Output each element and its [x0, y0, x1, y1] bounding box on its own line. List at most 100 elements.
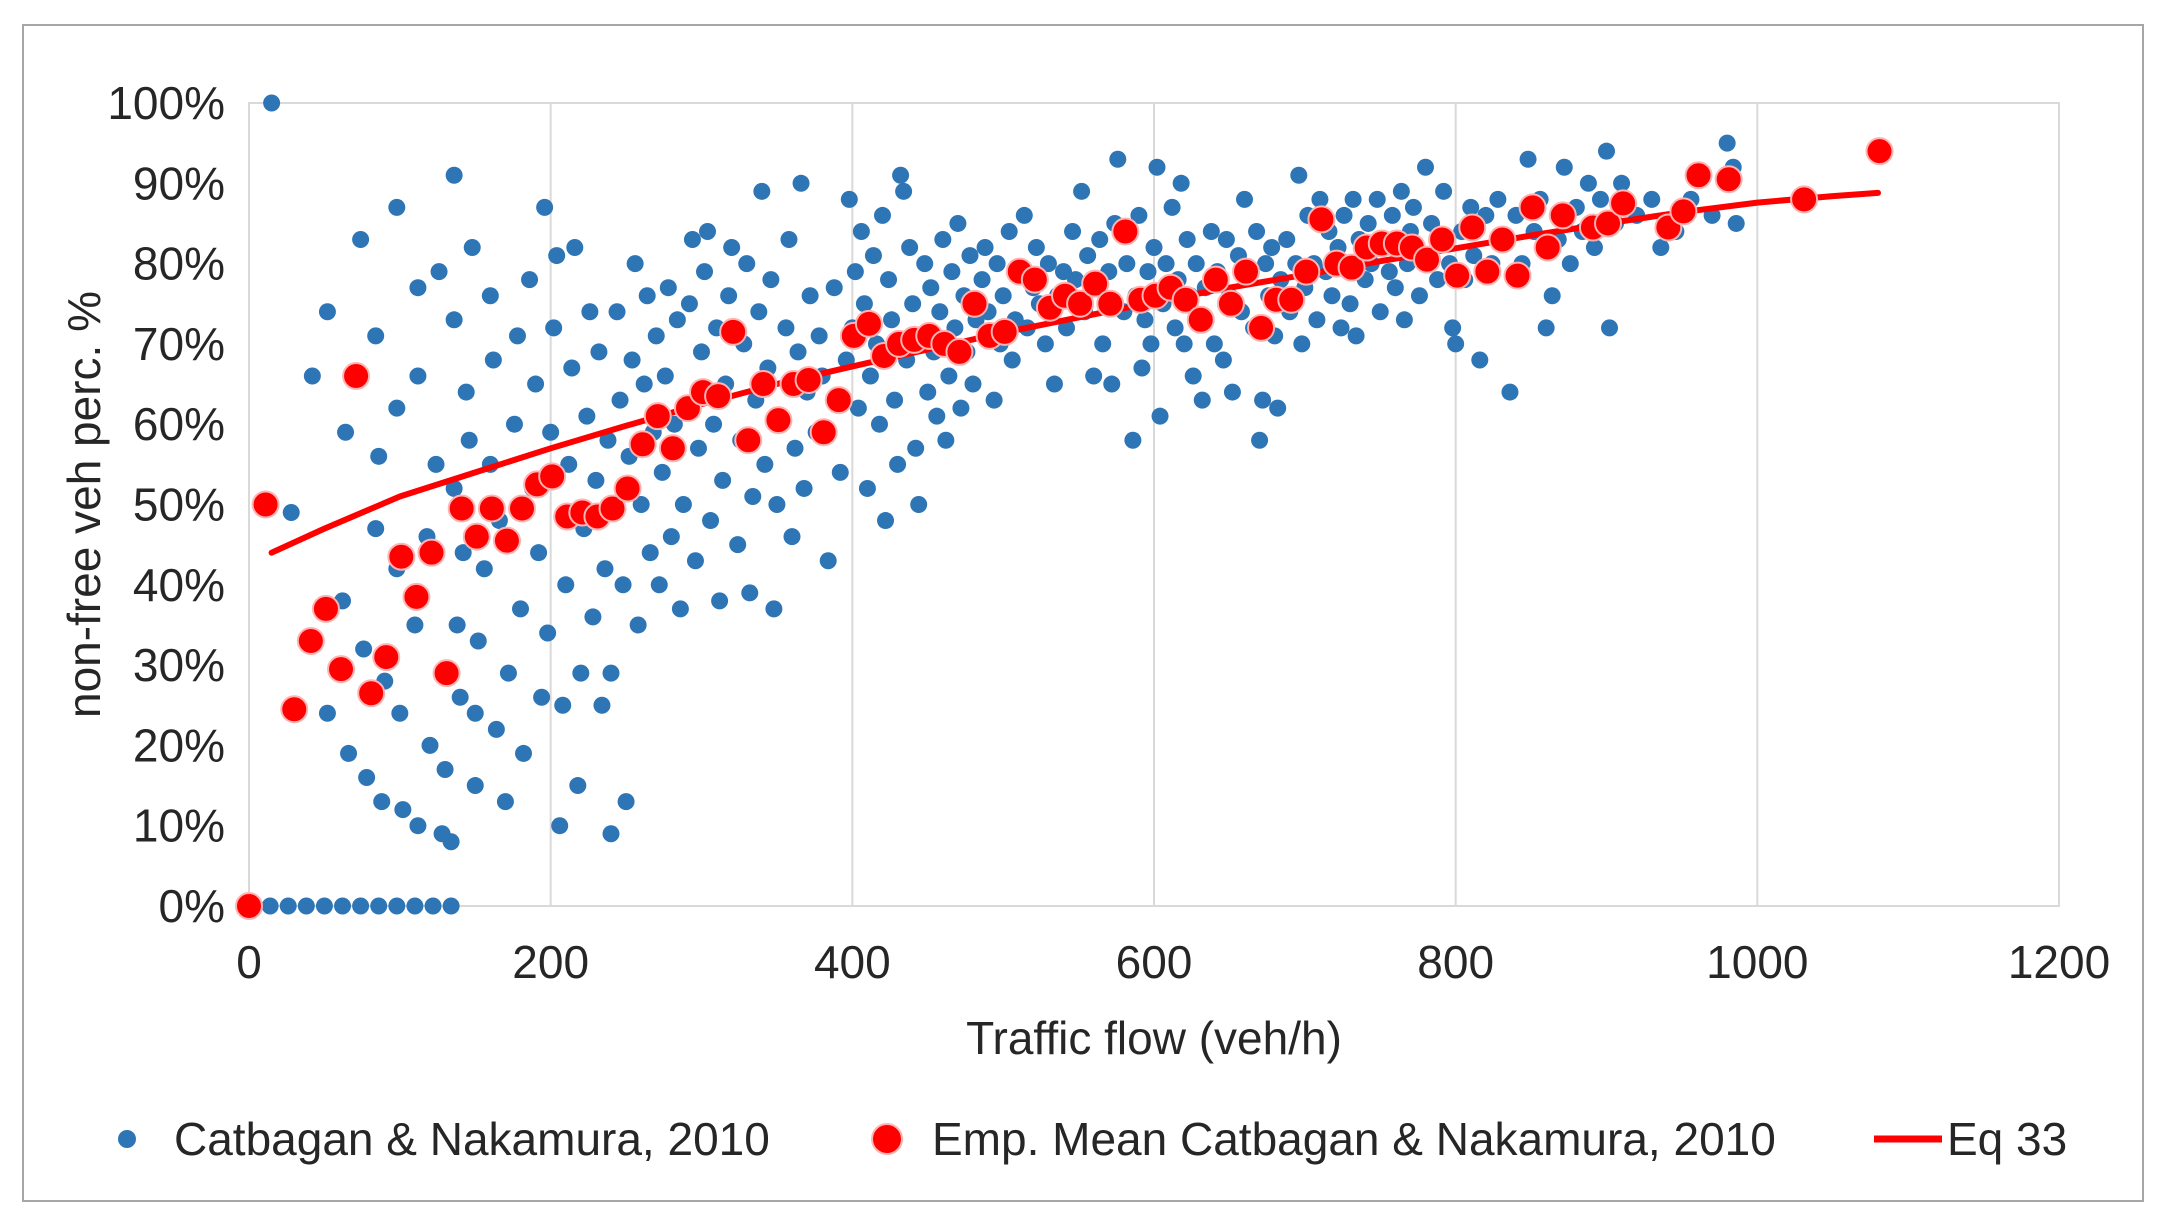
data-point-catbagan [928, 407, 946, 425]
data-point-catbagan [1417, 158, 1434, 176]
data-point-catbagan [545, 319, 563, 337]
data-point-catbagan [795, 479, 813, 497]
data-point-catbagan [1202, 222, 1220, 240]
data-point-catbagan [1039, 255, 1057, 273]
data-point-catbagan [578, 407, 596, 425]
data-point-catbagan [849, 399, 867, 417]
data-point-catbagan [1172, 174, 1190, 192]
data-point-catbagan [1718, 134, 1736, 152]
data-point-catbagan [1323, 287, 1341, 305]
data-point-catbagan [448, 616, 466, 634]
data-point-emp-mean [1548, 201, 1577, 230]
data-point-catbagan [1643, 190, 1661, 208]
y-tick-label: 80% [133, 238, 225, 290]
data-point-catbagan [1308, 311, 1326, 329]
data-point-catbagan [985, 391, 1003, 409]
data-point-catbagan [961, 247, 979, 265]
data-point-catbagan [406, 897, 424, 915]
data-point-catbagan [451, 688, 469, 706]
data-point-emp-mean [1488, 225, 1517, 254]
data-point-catbagan [855, 295, 873, 313]
data-point-catbagan [861, 367, 879, 385]
y-axis-label: non-free veh perc. % [58, 291, 110, 718]
data-point-catbagan [756, 455, 774, 473]
data-point-catbagan [1217, 231, 1235, 249]
data-point-catbagan [457, 383, 475, 401]
data-point-catbagan [934, 231, 952, 249]
data-point-catbagan [852, 222, 870, 240]
data-point-catbagan [780, 231, 798, 249]
data-point-emp-mean [1790, 185, 1819, 214]
data-point-catbagan [789, 343, 807, 361]
data-point-catbagan [1109, 150, 1127, 168]
x-tick-label: 200 [512, 936, 589, 988]
data-point-catbagan [641, 544, 659, 562]
data-point-emp-mean [1020, 265, 1049, 294]
data-point-catbagan [445, 479, 463, 497]
data-point-catbagan [1332, 319, 1350, 337]
data-point-emp-mean [1609, 189, 1638, 218]
data-point-catbagan [581, 303, 599, 321]
data-point-catbagan [1003, 351, 1021, 369]
data-point-catbagan [505, 415, 523, 433]
data-point-emp-mean [387, 542, 416, 571]
data-point-catbagan [1561, 255, 1579, 273]
data-point-catbagan [973, 271, 991, 289]
data-point-catbagan [1248, 222, 1266, 240]
data-point-catbagan [557, 576, 575, 594]
data-point-catbagan [916, 255, 934, 273]
data-point-catbagan [964, 375, 982, 393]
data-point-catbagan [463, 239, 481, 257]
data-point-catbagan [623, 351, 641, 369]
y-tick-label: 30% [133, 639, 225, 691]
data-point-catbagan [1501, 383, 1519, 401]
data-point-catbagan [1163, 198, 1181, 216]
data-point-emp-mean [538, 462, 567, 491]
data-point-catbagan [656, 367, 674, 385]
data-point-catbagan [487, 720, 505, 738]
data-point-catbagan [409, 279, 427, 297]
data-point-catbagan [689, 439, 707, 457]
data-point-emp-mean [1247, 313, 1276, 342]
data-point-emp-mean [824, 386, 853, 415]
data-point-catbagan [801, 287, 819, 305]
data-point-catbagan [1045, 375, 1063, 393]
data-point-catbagan [608, 303, 626, 321]
data-point-catbagan [481, 287, 499, 305]
data-point-catbagan [825, 279, 843, 297]
data-point-catbagan [877, 512, 895, 530]
data-point-catbagan [686, 552, 704, 570]
data-point-catbagan [521, 271, 539, 289]
data-point-catbagan [714, 471, 732, 489]
data-point-catbagan [421, 736, 439, 754]
data-point-catbagan [355, 640, 373, 658]
data-point-catbagan [1383, 206, 1401, 224]
data-point-catbagan [831, 463, 849, 481]
data-point-catbagan [539, 624, 557, 642]
data-point-catbagan [596, 560, 614, 578]
data-point-emp-mean [1066, 289, 1095, 318]
data-point-catbagan [931, 303, 949, 321]
data-point-catbagan [469, 632, 487, 650]
data-point-catbagan [1579, 174, 1597, 192]
data-point-emp-mean [492, 526, 521, 555]
plot-border [248, 102, 2060, 907]
data-point-emp-mean [1865, 137, 1894, 166]
series-emp-mean-points [235, 137, 1894, 920]
data-point-catbagan [614, 576, 632, 594]
data-point-catbagan [1489, 190, 1507, 208]
data-point-catbagan [367, 327, 385, 345]
data-point-emp-mean [1081, 269, 1110, 298]
x-tick-label: 400 [814, 936, 891, 988]
data-point-catbagan [1184, 367, 1202, 385]
data-point-catbagan [635, 375, 653, 393]
data-point-catbagan [662, 528, 680, 546]
data-point-emp-mean [1443, 261, 1472, 290]
data-point-catbagan [1395, 311, 1413, 329]
data-point-catbagan [976, 239, 994, 257]
data-point-catbagan [729, 536, 747, 554]
scatter-chart: 0% 10% 20% 30% 40% 50% 60% 70% 80% 90% 100% 0 200 40… [58, 77, 2110, 1165]
data-point-catbagan [466, 704, 484, 722]
data-point-catbagan [279, 897, 297, 915]
data-point-catbagan [563, 359, 581, 377]
